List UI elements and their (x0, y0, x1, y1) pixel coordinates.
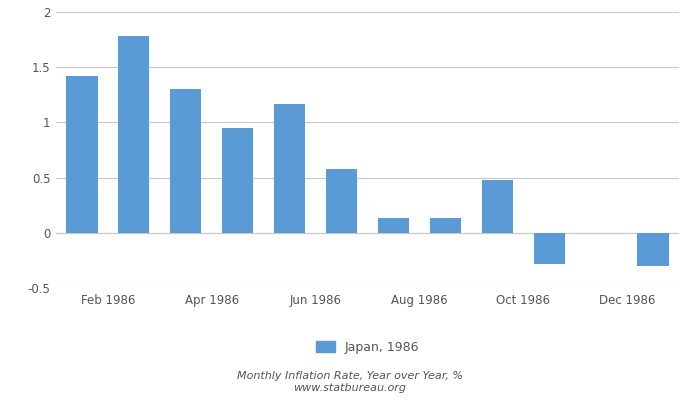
Bar (533, 233, 565, 264)
Bar (638, 233, 668, 266)
Bar (430, 218, 461, 233)
Bar (66, 76, 97, 233)
Text: Monthly Inflation Rate, Year over Year, %: Monthly Inflation Rate, Year over Year, … (237, 371, 463, 381)
Text: www.statbureau.org: www.statbureau.org (293, 383, 407, 393)
Bar (222, 128, 253, 233)
Bar (482, 180, 513, 233)
Bar (118, 36, 150, 233)
Bar (170, 89, 202, 233)
Bar (378, 218, 409, 233)
Legend: Japan, 1986: Japan, 1986 (311, 336, 424, 359)
Bar (326, 169, 357, 233)
Bar (274, 104, 305, 233)
